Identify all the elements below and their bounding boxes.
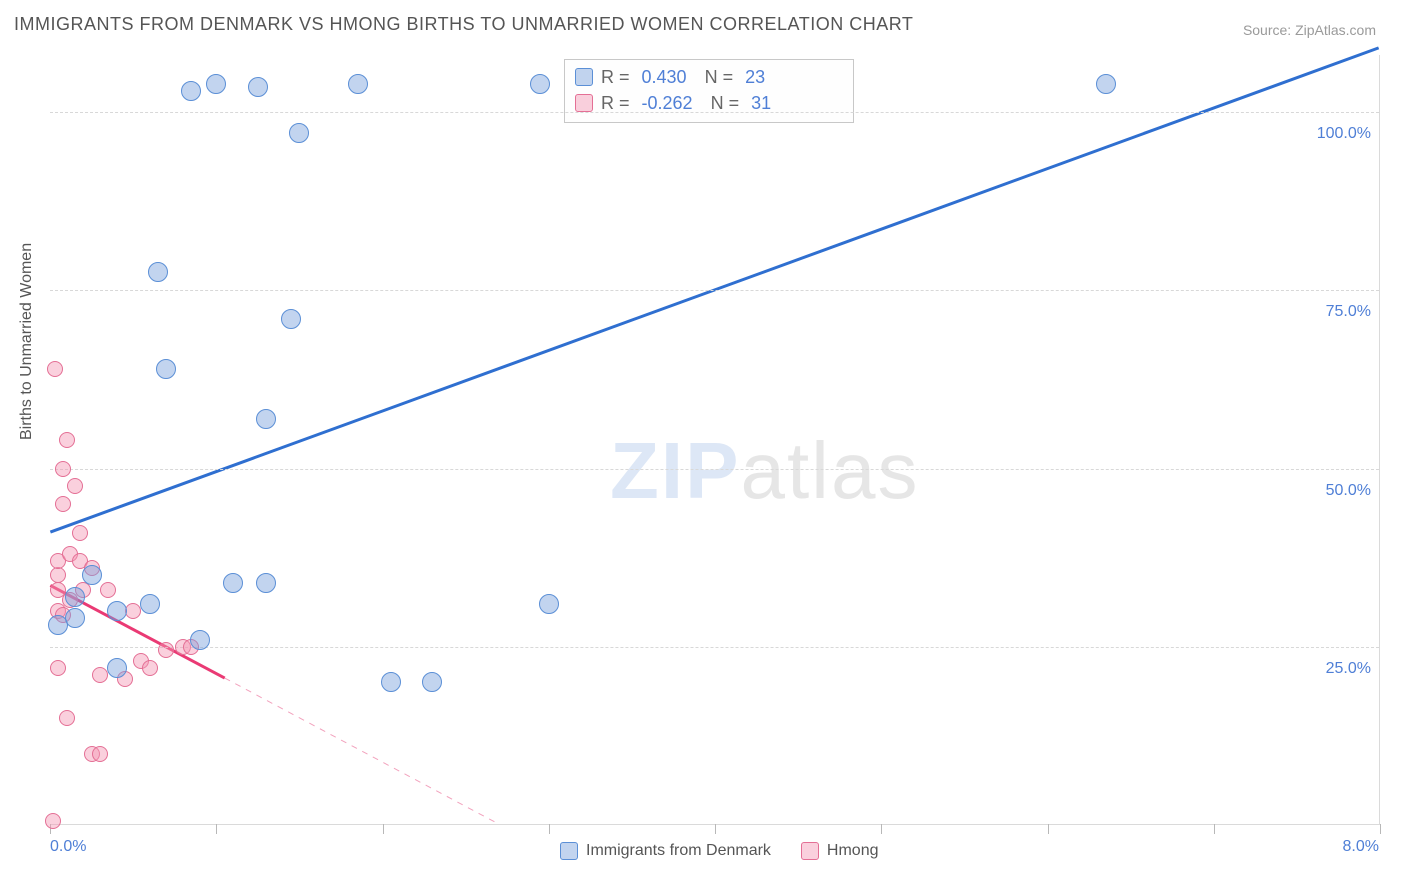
data-point bbox=[158, 642, 174, 658]
data-point bbox=[181, 81, 201, 101]
x-tick bbox=[216, 824, 217, 834]
data-point bbox=[140, 594, 160, 614]
x-tick bbox=[1214, 824, 1215, 834]
data-point bbox=[248, 77, 268, 97]
gridline bbox=[50, 647, 1379, 648]
stat-n-value-0: 23 bbox=[745, 64, 765, 90]
legend-item-0: Immigrants from Denmark bbox=[560, 842, 771, 860]
chart-title: IMMIGRANTS FROM DENMARK VS HMONG BIRTHS … bbox=[14, 14, 913, 35]
data-point bbox=[206, 74, 226, 94]
data-point bbox=[92, 746, 108, 762]
data-point bbox=[1096, 74, 1116, 94]
data-point bbox=[50, 660, 66, 676]
regression-extrapolation-1 bbox=[225, 678, 499, 824]
data-point bbox=[50, 567, 66, 583]
data-point bbox=[256, 409, 276, 429]
gridline bbox=[50, 112, 1379, 113]
gridline bbox=[50, 469, 1379, 470]
data-point bbox=[107, 658, 127, 678]
data-point bbox=[256, 573, 276, 593]
x-tick bbox=[881, 824, 882, 834]
data-point bbox=[125, 603, 141, 619]
data-point bbox=[381, 672, 401, 692]
data-point bbox=[530, 74, 550, 94]
data-point bbox=[223, 573, 243, 593]
gridline bbox=[50, 290, 1379, 291]
stats-row-series-0: R = 0.430 N = 23 bbox=[575, 64, 843, 90]
x-tick bbox=[1380, 824, 1381, 834]
data-point bbox=[107, 601, 127, 621]
data-point bbox=[65, 587, 85, 607]
y-tick-label: 50.0% bbox=[1326, 482, 1371, 500]
bottom-legend: Immigrants from Denmark Hmong bbox=[560, 842, 879, 860]
stat-n-label: N = bbox=[705, 64, 734, 90]
legend-swatch-1 bbox=[801, 842, 819, 860]
regression-lines-layer bbox=[50, 55, 1379, 824]
data-point bbox=[156, 359, 176, 379]
legend-item-1: Hmong bbox=[801, 842, 879, 860]
data-point bbox=[67, 478, 83, 494]
data-point bbox=[59, 432, 75, 448]
data-point bbox=[45, 813, 61, 829]
plot-area: ZIPatlas R = 0.430 N = 23 R = -0.262 N =… bbox=[50, 55, 1380, 825]
data-point bbox=[92, 667, 108, 683]
stat-r-value-0: 0.430 bbox=[642, 64, 687, 90]
data-point bbox=[82, 565, 102, 585]
data-point bbox=[289, 123, 309, 143]
x-axis-min-label: 0.0% bbox=[50, 838, 86, 856]
data-point bbox=[59, 710, 75, 726]
swatch-series-0 bbox=[575, 68, 593, 86]
stat-r-label: R = bbox=[601, 64, 630, 90]
y-tick-label: 100.0% bbox=[1317, 125, 1371, 143]
data-point bbox=[348, 74, 368, 94]
legend-label-0: Immigrants from Denmark bbox=[586, 842, 771, 860]
legend-label-1: Hmong bbox=[827, 842, 879, 860]
x-axis-max-label: 8.0% bbox=[1343, 838, 1379, 856]
data-point bbox=[148, 262, 168, 282]
data-point bbox=[65, 608, 85, 628]
data-point bbox=[55, 461, 71, 477]
data-point bbox=[100, 582, 116, 598]
y-axis-label: Births to Unmarried Women bbox=[18, 243, 36, 440]
x-tick bbox=[549, 824, 550, 834]
x-tick bbox=[383, 824, 384, 834]
data-point bbox=[539, 594, 559, 614]
data-point bbox=[142, 660, 158, 676]
y-tick-label: 25.0% bbox=[1326, 660, 1371, 678]
x-tick bbox=[1048, 824, 1049, 834]
chart-frame: IMMIGRANTS FROM DENMARK VS HMONG BIRTHS … bbox=[0, 0, 1406, 892]
data-point bbox=[422, 672, 442, 692]
data-point bbox=[72, 525, 88, 541]
stats-legend-box: R = 0.430 N = 23 R = -0.262 N = 31 bbox=[564, 59, 854, 123]
data-point bbox=[55, 496, 71, 512]
data-point bbox=[47, 361, 63, 377]
legend-swatch-0 bbox=[560, 842, 578, 860]
y-tick-label: 75.0% bbox=[1326, 303, 1371, 321]
swatch-series-1 bbox=[575, 94, 593, 112]
x-tick bbox=[715, 824, 716, 834]
data-point bbox=[190, 630, 210, 650]
data-point bbox=[281, 309, 301, 329]
chart-source: Source: ZipAtlas.com bbox=[1243, 22, 1376, 38]
